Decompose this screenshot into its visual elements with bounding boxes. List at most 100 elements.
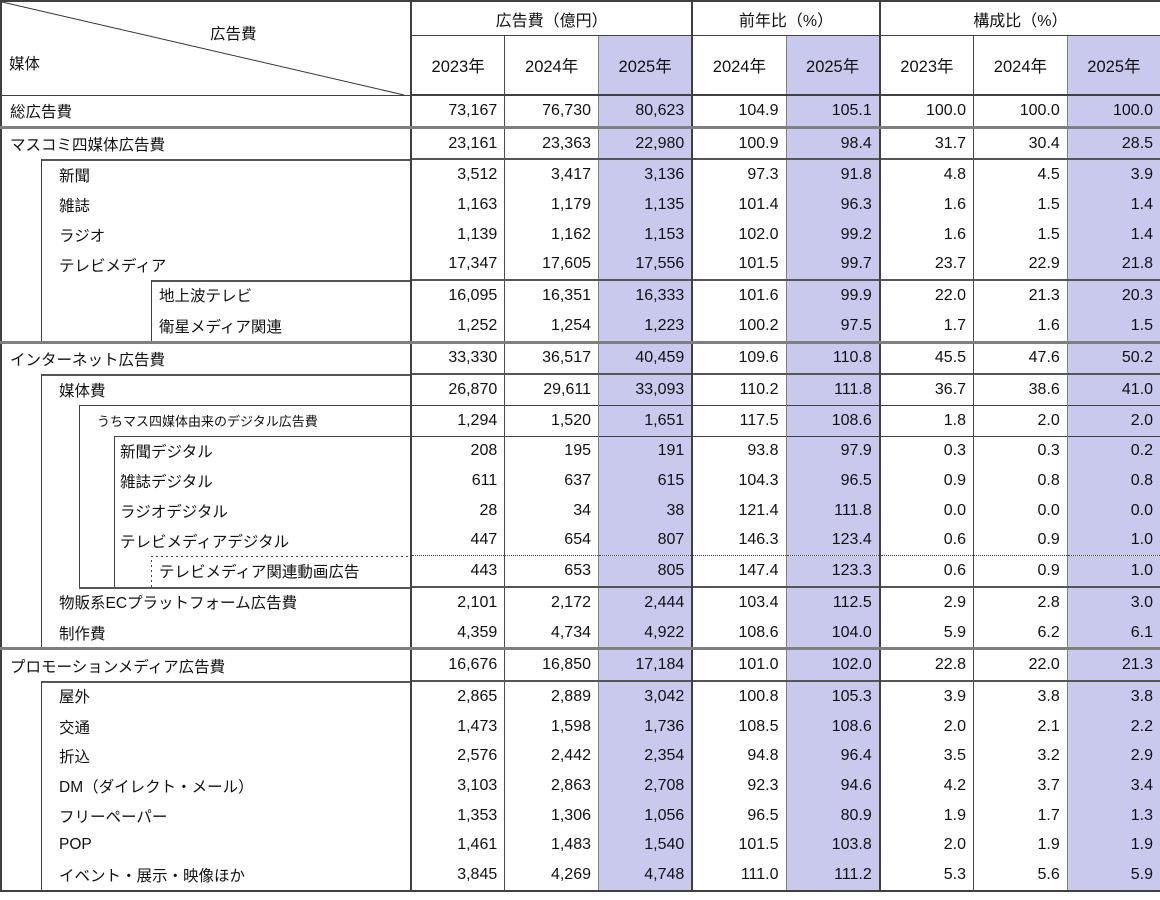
value-cell: 0.8: [973, 466, 1068, 496]
table-row: フリーペーパー 1,353 1,306 1,056 96.5 80.9 1.9 1.7 1.3: [1, 800, 1160, 831]
value-cell: 3.2: [973, 741, 1068, 772]
value-cell: 80,623: [598, 95, 693, 128]
value-cell: 0.6: [878, 555, 974, 587]
row-label: テレビメディア: [1, 249, 411, 281]
value-cell: 2,889: [504, 680, 599, 712]
value-cell: 22.0: [973, 647, 1068, 682]
value-cell: 111.0: [691, 860, 787, 891]
value-cell: 1.8: [878, 404, 974, 437]
value-cell: 22,980: [598, 125, 693, 160]
row-label: マスコミ四媒体広告費: [1, 125, 411, 160]
table-row: 物販系ECプラットフォーム広告費 2,101 2,172 2,444 103.4 112.…: [1, 586, 1160, 618]
value-cell: 0.3: [973, 435, 1068, 467]
row-label: テレビメディア関連動画広告: [1, 555, 411, 587]
value-cell: 3,103: [410, 771, 505, 801]
row-label-text: 物販系ECプラットフォーム広告費: [59, 595, 298, 613]
row-label-text: ラジオ: [59, 227, 106, 245]
value-cell: 0.0: [973, 495, 1068, 526]
row-label: 雑誌: [1, 190, 411, 220]
column-group-header-row: 広告費 媒体 広告費（億円） 前年比（%） 構成比（%）: [1, 1, 1160, 96]
value-cell: 1,540: [598, 830, 693, 861]
value-cell: 2,101: [410, 586, 505, 618]
table-row: 雑誌デジタル 611 637 615 104.3 96.5 0.9 0.8 0.8: [1, 466, 1160, 496]
row-label-text: 新聞デジタル: [120, 444, 213, 462]
row-label: インターネット広告費: [1, 340, 411, 375]
value-cell: 3.9: [1066, 158, 1160, 191]
value-cell: 1.9: [878, 800, 974, 831]
value-cell: 3.0: [1066, 586, 1160, 618]
value-cell: 4.2: [878, 771, 974, 801]
row-label: プロモーションメディア広告費: [1, 647, 411, 682]
table-row: POP 1,461 1,483 1,540 101.5 103.8 2.0 1.9 1.9: [1, 830, 1160, 861]
value-cell: 33,330: [410, 340, 505, 375]
row-label-text: インターネット広告費: [10, 351, 166, 369]
value-cell: 21.3: [1066, 647, 1160, 682]
value-cell: 3.5: [878, 741, 974, 772]
value-cell: 26,870: [410, 373, 505, 406]
value-cell: 101.0: [691, 647, 787, 682]
value-cell: 98.4: [785, 125, 881, 160]
value-cell: 109.6: [691, 340, 787, 375]
value-cell: 4,922: [598, 617, 693, 649]
value-cell: 2.2: [1066, 711, 1160, 742]
row-label-text: 媒体費: [59, 382, 106, 400]
value-cell: 195: [504, 435, 599, 467]
value-cell: 36,517: [504, 340, 599, 375]
value-cell: 3,136: [598, 158, 693, 191]
value-cell: 1,473: [410, 711, 505, 742]
value-cell: 22.9: [973, 249, 1068, 281]
value-cell: 101.5: [691, 830, 787, 861]
value-cell: 4.5: [973, 158, 1068, 191]
value-cell: 20.3: [1066, 279, 1160, 311]
year-header-highlighted: 2025年: [1066, 35, 1160, 96]
value-cell: 2.0: [973, 404, 1068, 437]
value-cell: 104.3: [691, 466, 787, 496]
row-label-text: ラジオデジタル: [120, 503, 228, 521]
value-cell: 102.0: [691, 219, 787, 250]
value-cell: 1.6: [878, 219, 974, 250]
table-row: 屋外 2,865 2,889 3,042 100.8 105.3 3.9 3.8 3.8: [1, 680, 1160, 712]
table-body: 総広告費 73,167 76,730 80,623 104.9 105.1 100.0 100…: [1, 95, 1160, 891]
value-cell: 1,736: [598, 711, 693, 742]
row-label: 総広告費: [1, 95, 411, 127]
year-header: 2024年: [504, 35, 599, 96]
value-cell: 104.0: [785, 617, 881, 649]
value-cell: 3.4: [1066, 771, 1160, 801]
value-cell: 2.0: [1066, 404, 1160, 437]
value-cell: 3,417: [504, 158, 599, 191]
table-row: 地上波テレビ 16,095 16,351 16,333 101.6 99.9 22.0 21.…: [1, 279, 1160, 311]
value-cell: 0.9: [973, 555, 1068, 587]
value-cell: 1,153: [598, 219, 693, 250]
value-cell: 1.9: [973, 830, 1068, 861]
value-cell: 17,556: [598, 249, 693, 281]
value-cell: 654: [504, 525, 599, 556]
value-cell: 5.9: [1066, 860, 1160, 891]
value-cell: 2,863: [504, 771, 599, 801]
corner-cell: 広告費 媒体: [1, 1, 411, 96]
value-cell: 111.8: [785, 495, 881, 526]
value-cell: 2,354: [598, 741, 693, 772]
table-row: 制作費 4,359 4,734 4,922 108.6 104.0 5.9 6.2 6.1: [1, 617, 1160, 649]
value-cell: 1,223: [598, 310, 693, 342]
corner-label-adspend: 広告費: [210, 26, 257, 43]
value-cell: 93.8: [691, 435, 787, 467]
value-cell: 101.4: [691, 190, 787, 220]
table-row: 媒体費 26,870 29,611 33,093 110.2 111.8 36.7 38.6 4…: [1, 373, 1160, 406]
value-cell: 1.5: [973, 219, 1068, 250]
value-cell: 17,347: [410, 249, 505, 281]
value-cell: 1.4: [1066, 219, 1160, 250]
value-cell: 4,734: [504, 617, 599, 649]
table-row: 雑誌 1,163 1,179 1,135 101.4 96.3 1.6 1.5 1.4: [1, 190, 1160, 220]
value-cell: 4,269: [504, 860, 599, 891]
value-cell: 21.8: [1066, 249, 1160, 281]
year-header-row: 2023年 2024年 2025年 2024年 2025年 2023年 2024…: [1, 35, 1160, 96]
value-cell: 1.7: [878, 310, 974, 342]
value-cell: 99.9: [785, 279, 881, 311]
value-cell: 2,865: [410, 680, 505, 712]
value-cell: 123.3: [785, 555, 881, 587]
value-cell: 1,598: [504, 711, 599, 742]
row-label-text: テレビメディア関連動画広告: [159, 564, 360, 582]
row-label: 新聞: [1, 159, 411, 191]
value-cell: 0.3: [878, 435, 974, 467]
value-cell: 99.2: [785, 219, 881, 250]
